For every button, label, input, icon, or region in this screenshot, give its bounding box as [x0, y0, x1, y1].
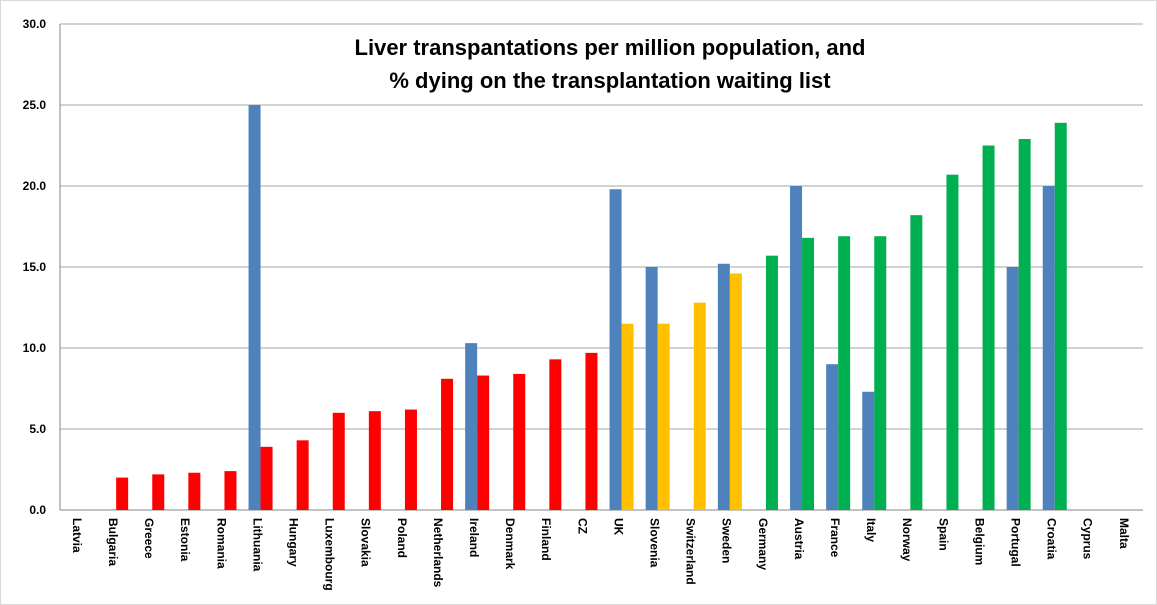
bar: [717, 263, 730, 510]
bar: [260, 446, 273, 510]
bar: [910, 215, 923, 510]
bar: [693, 302, 706, 510]
x-tick-label: Poland: [395, 518, 409, 558]
bar: [765, 255, 778, 510]
bar: [465, 343, 478, 510]
x-tick-label: Malta: [1117, 518, 1131, 549]
bar: [296, 440, 309, 510]
bar: [729, 273, 742, 510]
x-tick-label: Romania: [214, 518, 228, 569]
bar: [1018, 139, 1031, 510]
x-tick-label: Estonia: [178, 518, 192, 562]
x-tick-label: Belgium: [972, 518, 986, 565]
x-tick-label: Greece: [142, 518, 156, 559]
bar: [874, 236, 887, 510]
x-tick-label: CZ: [575, 518, 589, 534]
bar: [441, 378, 454, 510]
x-tick-label: Denmark: [503, 518, 517, 570]
x-tick-label: Norway: [900, 518, 914, 562]
bar: [609, 189, 622, 511]
chart-title: Liver transpantations per million popula…: [355, 35, 866, 60]
bar: [477, 375, 490, 510]
x-tick-label: Luxembourg: [323, 518, 337, 591]
x-tick-label: Latvia: [70, 518, 84, 553]
bar: [621, 323, 634, 510]
x-tick-label: France: [828, 518, 842, 558]
bar: [549, 359, 562, 510]
bar: [116, 477, 129, 510]
y-tick-label: 20.0: [23, 179, 47, 193]
x-tick-label: Portugal: [1008, 518, 1022, 567]
bar: [585, 352, 598, 510]
bar: [332, 412, 345, 510]
x-tick-label: UK: [611, 518, 625, 536]
bar: [224, 471, 237, 510]
x-tick-label: Cyprus: [1081, 518, 1095, 560]
x-tick-label: Slovenia: [647, 518, 661, 568]
bar: [368, 411, 381, 510]
y-tick-label: 15.0: [23, 260, 47, 274]
x-tick-label: Lithuania: [250, 518, 264, 572]
x-tick-label: Croatia: [1045, 518, 1059, 560]
bar: [657, 323, 670, 510]
x-tick-label: Spain: [936, 518, 950, 551]
bar: [802, 237, 815, 510]
x-tick-label: Hungary: [286, 518, 300, 567]
bar: [790, 186, 803, 510]
y-tick-label: 10.0: [23, 341, 47, 355]
bar: [645, 267, 658, 510]
x-tick-label: Switzerland: [684, 518, 698, 585]
bar: [826, 364, 839, 510]
bar: [152, 474, 165, 510]
bar: [1042, 186, 1055, 510]
bar: [513, 373, 526, 510]
x-tick-label: Italy: [864, 518, 878, 542]
x-tick-label: Germany: [756, 518, 770, 570]
bar: [248, 105, 261, 510]
x-tick-label: Sweden: [720, 518, 734, 563]
bar: [188, 472, 201, 510]
bar: [946, 174, 959, 510]
bar: [404, 409, 417, 510]
y-tick-label: 30.0: [23, 17, 47, 31]
x-tick-label: Netherlands: [431, 518, 445, 588]
y-tick-label: 25.0: [23, 98, 47, 112]
bar: [982, 145, 995, 510]
bar: [1054, 122, 1067, 510]
x-tick-label: Slovakia: [359, 518, 373, 567]
x-tick-label: Ireland: [467, 518, 481, 557]
y-tick-label: 5.0: [29, 422, 46, 436]
bar: [838, 236, 851, 510]
y-tick-label: 0.0: [29, 503, 46, 517]
x-tick-label: Austria: [792, 518, 806, 560]
bar: [862, 391, 875, 510]
x-tick-label: Bulgaria: [106, 518, 120, 566]
chart-title: % dying on the transplantation waiting l…: [389, 68, 831, 93]
bar: [1006, 267, 1019, 510]
x-tick-label: Finland: [539, 518, 553, 561]
